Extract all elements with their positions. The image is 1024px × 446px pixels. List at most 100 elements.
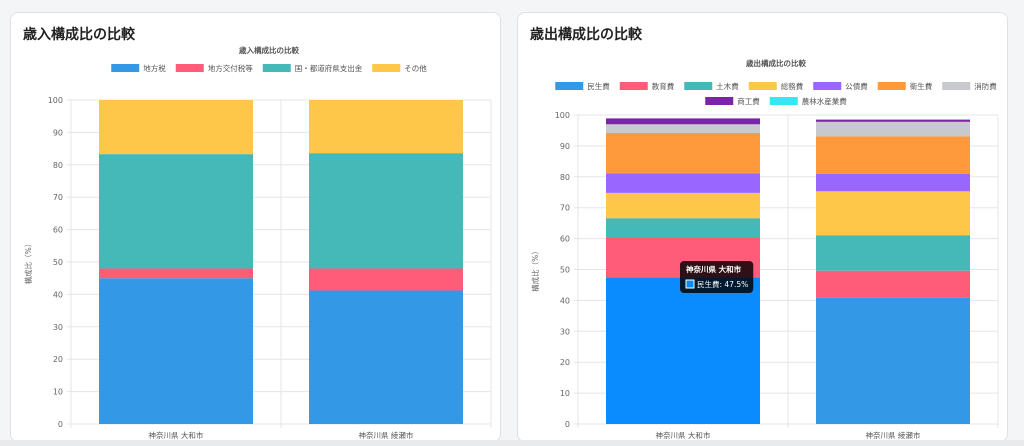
tooltip-label: 民生費: 47.5% [697,279,748,289]
legend-swatch [877,82,906,90]
y-tick-label: 10 [53,388,63,397]
bar-segment[interactable] [816,136,970,175]
legend-label: 土木費 [716,81,739,91]
legend-item[interactable]: 農林水産業費 [769,96,847,106]
chart-inner-title: 歳入構成比の比較 [239,45,299,55]
legend-item[interactable]: 民生費 [555,81,610,91]
legend-swatch [175,64,204,72]
legend-swatch [813,82,842,90]
legend-label: 消防費 [974,81,997,91]
y-tick-label: 20 [560,358,570,367]
legend-swatch [262,64,291,72]
y-tick-label: 60 [53,226,63,235]
legend-item[interactable]: 商工費 [705,96,760,106]
x-tick-label: 神奈川県 綾瀬市 [359,430,414,440]
legend-item[interactable]: 公債費 [813,81,868,91]
y-axis-label: 構成比（%） [23,240,33,285]
expenditure-card-title: 歳出構成比の比較 [530,27,642,43]
bar-segment[interactable] [816,270,970,298]
bar-segment[interactable] [606,173,760,193]
bar-segment[interactable] [606,124,760,133]
expenditure-chart-card: 歳出構成比の比較 歳出構成比の比較 民生費 教育費 土木費 総務費 公債費 衛生費 消防費 商工… [517,12,1008,442]
legend-label: 教育費 [652,81,675,91]
legend-swatch [705,97,734,105]
y-tick-label: 60 [560,235,570,244]
legend-label: 地方交付税等 [208,63,253,73]
bar-segment[interactable] [99,278,253,424]
bar-segment[interactable] [816,174,970,192]
y-tick-label: 0 [58,420,63,429]
legend-label: 商工費 [737,96,760,106]
legend-item[interactable]: 地方税 [111,63,166,73]
bar-segment[interactable] [99,100,253,155]
legend-item[interactable]: 土木費 [684,81,739,91]
legend-item[interactable]: 地方交付税等 [175,63,253,73]
y-tick-label: 30 [560,327,570,336]
legend-label: 国・都道府県支出金 [295,63,363,73]
bar-segment[interactable] [309,100,463,154]
revenue-card-title: 歳入構成比の比較 [23,27,135,43]
y-tick-label: 40 [560,296,570,305]
y-tick-label: 10 [560,389,570,398]
legend-label: 農林水産業費 [802,96,847,106]
bar-segment[interactable] [606,192,760,219]
y-tick-label: 40 [53,290,63,299]
y-tick-label: 100 [48,96,63,105]
bar-segment[interactable] [606,277,760,424]
y-tick-label: 80 [560,173,570,182]
y-tick-label: 90 [53,128,63,137]
legend-swatch [111,64,140,72]
bar-segment[interactable] [99,268,253,279]
legend-swatch [684,82,713,90]
legend-item[interactable]: 国・都道府県支出金 [262,63,363,73]
bar-segment[interactable] [816,119,970,122]
bar-segment[interactable] [816,235,970,271]
y-tick-label: 0 [565,420,570,429]
legend-item[interactable]: 総務費 [748,81,804,91]
legend-swatch [769,97,798,105]
chart-bars [606,118,970,424]
legend-item[interactable]: 衛生費 [877,81,933,91]
bar-segment[interactable] [816,121,970,137]
legend-item[interactable]: 教育費 [619,81,675,91]
x-tick-label: 神奈川県 綾瀬市 [866,430,921,440]
bar-segment[interactable] [309,268,463,291]
legend-swatch [748,82,777,90]
legend-label: 民生費 [587,81,610,91]
legend-swatch [942,82,971,90]
bar-segment[interactable] [606,118,760,125]
legend-label: 公債費 [845,81,868,91]
y-tick-label: 90 [560,142,570,151]
legend-label: 衛生費 [910,81,933,91]
chart-bars [99,100,463,424]
legend-swatch [619,82,648,90]
legend-item[interactable]: その他 [372,63,427,73]
tooltip-swatch [685,279,695,289]
tooltip-title: 神奈川県 大和市 [686,264,742,274]
y-tick-label: 70 [53,193,63,202]
revenue-chart-card: 歳入構成比の比較 歳入構成比の比較地方税 地方交付税等 国・都道府県支出金 その他 0 1… [10,12,501,442]
legend-label: その他 [404,63,427,73]
legend-swatch [372,64,401,72]
y-axis-label: 構成比（%） [530,247,540,292]
bar-segment[interactable] [309,290,463,424]
legend-item[interactable]: 消防費 [942,81,997,91]
bar-segment[interactable] [816,119,970,120]
bar-segment[interactable] [309,153,463,269]
bar-segment[interactable] [816,191,970,236]
y-tick-label: 20 [53,355,63,364]
y-tick-label: 80 [53,161,63,170]
chart-legend: 地方税 地方交付税等 国・都道府県支出金 その他 [111,63,427,73]
x-tick-label: 神奈川県 大和市 [149,430,204,440]
y-tick-label: 50 [560,266,570,275]
bar-segment[interactable] [606,218,760,238]
y-tick-label: 100 [555,111,570,120]
bar-segment[interactable] [99,154,253,269]
bar-segment[interactable] [816,297,970,424]
bar-segment[interactable] [606,132,760,174]
legend-swatch [555,82,584,90]
